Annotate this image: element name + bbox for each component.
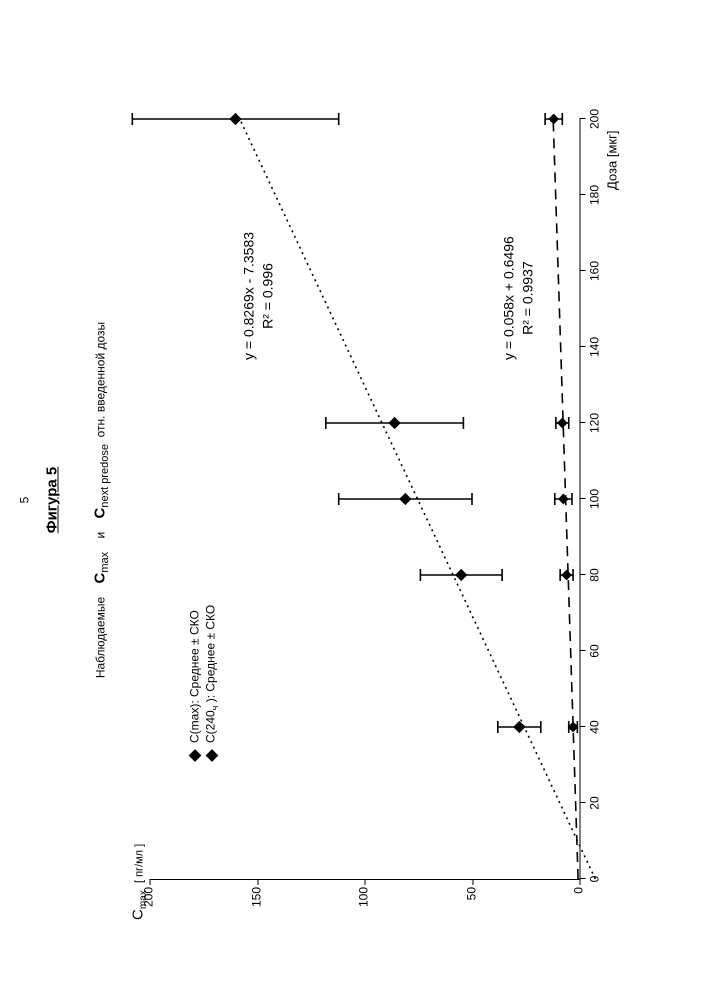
x-axis-label: Доза [мкг] xyxy=(605,131,620,190)
y-tick-mark xyxy=(472,879,473,885)
x-tick-label: 160 xyxy=(588,257,602,285)
x-tick-mark xyxy=(580,802,586,803)
y-tick-mark xyxy=(365,879,366,885)
equation-top: y = 0.8269x - 7.3583 R² = 0.996 xyxy=(240,232,278,360)
x-tick-mark xyxy=(580,270,586,271)
y-tick-label: 50 xyxy=(464,887,478,919)
chart-area: 050100150200020406080100120140160180200 xyxy=(150,119,581,880)
x-tick-label: 40 xyxy=(588,713,602,741)
x-tick-mark xyxy=(580,498,586,499)
y-tick-label: 150 xyxy=(249,887,263,919)
eq-top-line1: y = 0.8269x - 7.3583 xyxy=(240,232,259,360)
title-c2-sub: next predose xyxy=(99,444,111,508)
figure-label: Фигура 5 xyxy=(44,467,61,533)
y-tick-label: 0 xyxy=(572,887,586,919)
x-tick-mark xyxy=(580,422,586,423)
title-prefix: Наблюдаемые xyxy=(94,597,108,678)
x-tick-label: 80 xyxy=(588,561,602,589)
x-tick-label: 140 xyxy=(588,333,602,361)
title-suffix: отн. введенной дозы xyxy=(94,322,108,438)
chart-svg xyxy=(150,119,580,879)
x-tick-mark xyxy=(580,878,586,879)
chart-title: Наблюдаемые Cmax и Cnext predose отн. вв… xyxy=(92,322,111,678)
title-mid: и xyxy=(94,532,108,539)
x-tick-label: 20 xyxy=(588,789,602,817)
legend-cmax-pre: C(max) xyxy=(188,704,202,743)
x-tick-mark xyxy=(580,574,586,575)
y-tick-mark xyxy=(257,879,258,885)
title-c1-sub: max xyxy=(99,552,111,573)
x-tick-label: 180 xyxy=(588,181,602,209)
y-axis-units: [ пг/мл ] xyxy=(134,844,146,883)
x-tick-mark xyxy=(580,650,586,651)
y-tick-label: 100 xyxy=(357,887,371,919)
rotated-sheet: 5 Фигура 5 Наблюдаемые Cmax и Cnext pred… xyxy=(0,0,711,1000)
title-c1: C xyxy=(92,573,109,584)
x-tick-label: 0 xyxy=(588,865,602,893)
eq-top-line2: R² = 0.996 xyxy=(258,232,277,360)
legend: C(max): Среднее ± СКО C(240ч ): Среднее … xyxy=(188,605,222,760)
y-tick-mark xyxy=(150,879,151,885)
y-tick-label: 200 xyxy=(142,887,156,919)
diamond-icon xyxy=(188,749,201,762)
x-tick-mark xyxy=(580,346,586,347)
legend-c240-pre: C(240 xyxy=(204,710,218,743)
legend-c240-mid: ч xyxy=(210,706,220,711)
x-tick-label: 60 xyxy=(588,637,602,665)
eq-bot-line1: y = 0.058x + 0.6496 xyxy=(500,236,519,360)
equation-bottom: y = 0.058x + 0.6496 R² = 0.9937 xyxy=(500,236,538,360)
x-tick-label: 100 xyxy=(588,485,602,513)
diamond-icon xyxy=(205,749,218,762)
x-tick-mark xyxy=(580,194,586,195)
x-tick-label: 120 xyxy=(588,409,602,437)
x-tick-mark xyxy=(580,726,586,727)
legend-cmax-post: : Среднее ± СКО xyxy=(188,610,202,704)
x-tick-mark xyxy=(580,118,586,119)
x-tick-label: 200 xyxy=(588,105,602,133)
title-c2: C xyxy=(92,508,109,519)
page-number: 5 xyxy=(18,497,32,504)
y-tick-mark xyxy=(580,879,581,885)
legend-row-cmax: C(max): Среднее ± СКО xyxy=(188,605,202,760)
legend-row-c240: C(240ч ): Среднее ± СКО xyxy=(204,605,220,760)
eq-bot-line2: R² = 0.9937 xyxy=(518,236,537,360)
page: 5 Фигура 5 Наблюдаемые Cmax и Cnext pred… xyxy=(0,0,711,1000)
legend-c240-post: ): Среднее ± СКО xyxy=(204,605,218,706)
